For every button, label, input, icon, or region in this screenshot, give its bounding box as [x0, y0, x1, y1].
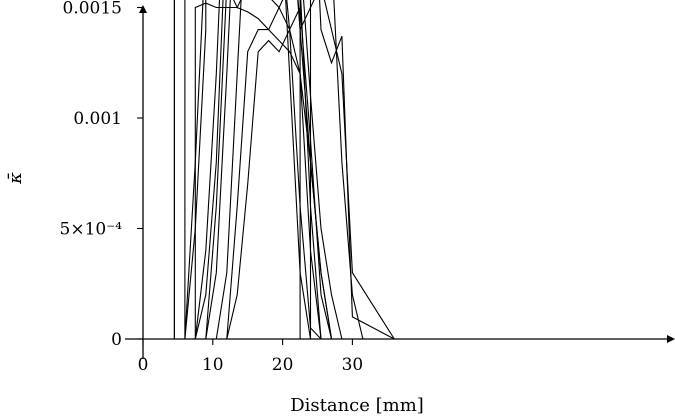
series-line-13	[143, 5, 395, 340]
series-line-4	[143, 2, 395, 340]
series-line-9	[143, 0, 395, 340]
y-tick-label: 0.0015	[63, 0, 122, 19]
series-line-6	[143, 0, 395, 340]
series-line-11	[143, 0, 395, 340]
x-tick-label: 10	[202, 355, 224, 375]
series-line-2	[143, 0, 395, 340]
series-line-8	[143, 0, 395, 340]
y-tick-label: 0	[111, 330, 122, 350]
x-tick-label: 20	[272, 355, 294, 375]
series-line-1	[143, 0, 395, 340]
series-layer	[143, 0, 395, 340]
series-line-5	[143, 0, 395, 340]
x-tick-label: 0	[138, 355, 149, 375]
x-axis-title: Distance [mm]	[290, 395, 424, 416]
series-line-7	[143, 0, 395, 340]
series-line-12	[143, 27, 395, 340]
y-tick-label: 0.001	[73, 109, 122, 129]
series-line-3	[143, 0, 395, 340]
x-tick-label: 30	[342, 355, 364, 375]
axes	[125, 5, 675, 359]
series-line-10	[143, 0, 395, 340]
y-axis-title: κ̄	[5, 172, 26, 185]
y-tick-label: 5×10⁻⁴	[60, 220, 123, 240]
